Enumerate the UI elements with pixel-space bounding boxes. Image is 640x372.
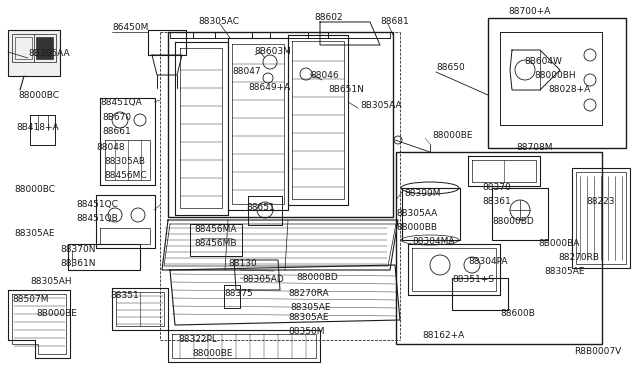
Text: 88661: 88661 (102, 128, 131, 137)
Text: 88370: 88370 (482, 183, 511, 192)
Text: 88304MA: 88304MA (412, 237, 454, 247)
Text: 88451QB: 88451QB (76, 214, 118, 222)
Text: 8B603M: 8B603M (254, 48, 291, 57)
Text: 88000BE: 88000BE (192, 350, 232, 359)
Text: 8B651N: 8B651N (328, 86, 364, 94)
Text: 88507M: 88507M (12, 295, 49, 305)
Text: 88681: 88681 (380, 17, 409, 26)
Text: 86450M: 86450M (112, 23, 148, 32)
Text: 8B305AA: 8B305AA (360, 100, 402, 109)
Text: 88130: 88130 (228, 260, 257, 269)
Bar (572, 168, 630, 268)
Text: 88350M: 88350M (288, 327, 324, 337)
Text: 8B000BA: 8B000BA (538, 240, 579, 248)
Text: 88456MA: 88456MA (194, 225, 237, 234)
Text: 88305AE: 88305AE (288, 314, 328, 323)
Text: 88048: 88048 (96, 144, 125, 153)
Text: 88305AB: 88305AB (104, 157, 145, 167)
Bar (68, 244, 140, 270)
Text: 88650: 88650 (436, 64, 465, 73)
Text: 88361N: 88361N (60, 260, 95, 269)
Text: 8B670: 8B670 (102, 113, 131, 122)
Text: 88305AC: 88305AC (198, 17, 239, 26)
Text: 88000BC: 88000BC (18, 92, 59, 100)
Text: 88000BE: 88000BE (432, 131, 472, 141)
Text: 88270RB: 88270RB (558, 253, 599, 263)
Text: 8B000BE: 8B000BE (36, 310, 77, 318)
Text: 88304PA: 88304PA (468, 257, 508, 266)
Text: 88651: 88651 (246, 203, 275, 212)
Bar (8, 30, 60, 76)
Text: 88162+A: 88162+A (422, 331, 464, 340)
Text: 88000BD: 88000BD (296, 273, 338, 282)
Text: 88223: 88223 (586, 198, 614, 206)
Text: 88000BD: 88000BD (492, 218, 534, 227)
Text: 8B418+A: 8B418+A (16, 124, 59, 132)
Text: 88456MB: 88456MB (194, 240, 237, 248)
Text: 88708M: 88708M (516, 144, 552, 153)
Text: 88305AE: 88305AE (14, 230, 54, 238)
Text: 88000BC: 88000BC (14, 186, 55, 195)
Bar (15, 37, 32, 59)
Text: 8B305AA: 8B305AA (28, 49, 70, 58)
Text: 88000BH: 88000BH (534, 71, 575, 80)
Text: 88270RA: 88270RA (288, 289, 328, 298)
Bar (168, 32, 393, 217)
Bar (488, 18, 626, 148)
Text: 88451QC: 88451QC (76, 199, 118, 208)
Bar (576, 172, 626, 264)
Text: 8B604W: 8B604W (524, 58, 562, 67)
Text: 88451QA: 88451QA (100, 97, 141, 106)
Text: 88305AH: 88305AH (30, 278, 72, 286)
Text: 88375: 88375 (224, 289, 253, 298)
Text: 88361: 88361 (482, 198, 511, 206)
Text: 88700+A: 88700+A (508, 7, 550, 16)
Text: 88351+S: 88351+S (452, 276, 494, 285)
Text: 88351: 88351 (110, 292, 139, 301)
Text: 88000BB: 88000BB (396, 224, 437, 232)
Text: 88602: 88602 (314, 13, 342, 22)
Bar (12, 34, 56, 62)
Bar (396, 152, 602, 344)
Text: 88305AA: 88305AA (396, 209, 437, 218)
Text: R8B0007V: R8B0007V (574, 347, 621, 356)
Text: 88305AD: 88305AD (242, 276, 284, 285)
Text: 88028+A: 88028+A (548, 86, 590, 94)
Bar (36, 37, 53, 59)
Text: 88305AE: 88305AE (290, 304, 330, 312)
Text: 88046: 88046 (310, 71, 339, 80)
Text: 88456MC: 88456MC (104, 171, 147, 180)
Text: 88047: 88047 (232, 67, 260, 77)
Text: 88399M: 88399M (404, 189, 440, 199)
Text: 88649+A: 88649+A (248, 83, 291, 93)
Text: 88600B: 88600B (500, 310, 535, 318)
Text: 88370N: 88370N (60, 246, 95, 254)
Text: 88305AE: 88305AE (544, 267, 584, 276)
Text: 88322PL: 88322PL (178, 336, 217, 344)
